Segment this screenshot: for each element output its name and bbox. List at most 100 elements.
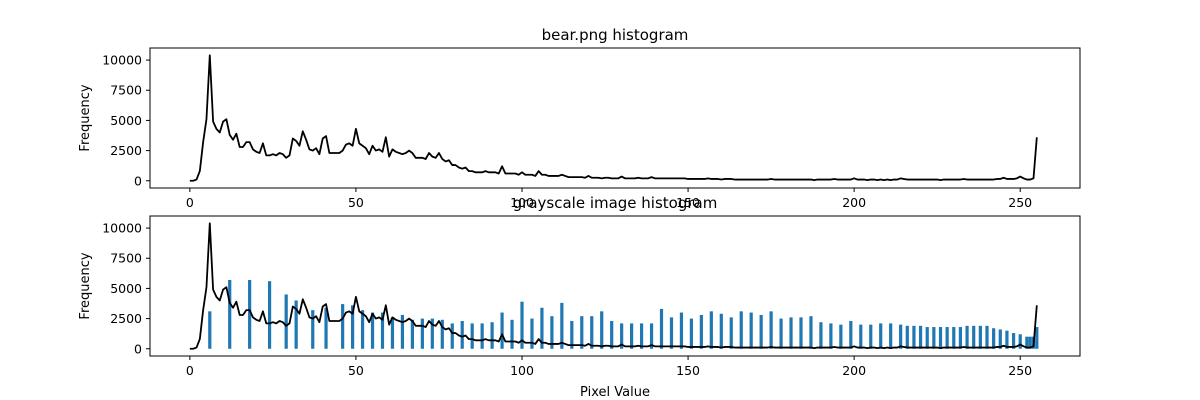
chart-1-bar-25 [510,319,514,349]
chart-1-bar-32 [580,316,584,349]
chart-1-bar-76 [978,325,982,349]
chart-1-xtick-label-4: 200 [842,363,866,378]
chart-0-ylabel: Frequency [78,84,93,151]
chart-1-bar-77 [985,325,989,349]
chart-1-bar-28 [540,307,544,349]
chart-1-bar-45 [709,311,713,349]
chart-1-ylabel: Frequency [78,252,93,319]
chart-1-bar-58 [839,324,843,349]
chart-1-bar-56 [819,322,823,349]
chart-1-bar-59 [849,321,853,349]
chart-1-bar-15 [410,319,414,349]
chart-1-bar-62 [879,323,883,349]
chart-1-bar-84 [1028,336,1032,349]
chart-1-bar-4 [284,294,288,349]
chart-1-bar-11 [370,312,375,349]
chart-1-bar-69 [932,327,936,349]
chart-1-bar-8 [341,304,345,349]
chart-1-bar-20 [460,321,464,349]
chart-1-ytick-label-1: 2500 [110,311,142,326]
chart-1-bar-46 [719,313,723,349]
chart-0-ytick-label-3: 7500 [110,83,142,98]
chart-1-bar-51 [769,311,773,349]
chart-1-bar-33 [590,316,594,349]
chart-0-xtick-label-3: 150 [676,195,700,210]
chart-0-title: bear.png histogram [542,26,689,44]
chart-0-xtick-label-4: 200 [842,195,866,210]
chart-1-bar-75 [972,325,976,349]
chart-1-bar-40 [659,308,664,349]
chart-1-bar-70 [938,327,943,349]
chart-0-xtick-label-2: 100 [510,195,534,210]
chart-1-bar-79 [998,329,1002,349]
chart-1-bar-26 [520,301,524,349]
chart-0-xtick-label-5: 250 [1008,195,1032,210]
chart-1-bar-55 [809,316,813,349]
chart-1-xlabel: Pixel Value [580,385,650,400]
chart-1-bar-30 [560,302,564,349]
chart-1-bar-13 [390,317,395,349]
chart-1-bar-86 [1035,327,1039,349]
chart-1-bar-68 [925,327,929,349]
chart-1-bar-9 [351,305,355,349]
chart-1-xtick-label-0: 0 [186,363,194,378]
chart-0-ytick-label-2: 5000 [110,113,142,128]
chart-0-ytick-label-1: 2500 [110,143,142,158]
chart-1-bar-21 [470,323,474,349]
chart-1-bar-12 [380,312,385,349]
chart-1-bar-42 [679,312,684,349]
chart-1-bar-0 [208,311,212,349]
chart-1-ytick-label-4: 10000 [102,221,142,236]
chart-0-series-line-0 [189,54,1038,182]
chart-1-bar-64 [899,324,903,349]
chart-1-bar-23 [490,322,494,349]
chart-1-ytick-label-3: 7500 [110,251,142,266]
chart-1-series-line-0 [189,222,1038,350]
chart-1-bar-80 [1005,330,1009,349]
chart-1-bar-49 [749,312,753,349]
chart-1-bar-29 [550,316,554,349]
chart-1-bar-27 [530,318,534,349]
chart-1-bar-22 [480,323,484,349]
chart-1-bar-2 [248,279,252,349]
chart-1-axes-frame [149,215,1081,357]
chart-0-axes-frame [149,47,1081,189]
chart-1-xtick-label-1: 50 [348,363,364,378]
chart-1-xtick-label-2: 100 [510,363,534,378]
chart-1-bar-52 [779,318,783,349]
chart-0-xtick-label-1: 50 [348,195,364,210]
chart-1-bar-24 [500,312,504,349]
chart-1-bar-5 [294,300,298,349]
chart-1-bar-31 [570,321,574,349]
chart-1-bar-78 [992,328,996,349]
chart-1-bar-37 [630,323,634,349]
chart-1-bar-74 [965,325,969,349]
chart-1-bar-43 [689,318,693,349]
chart-1-bar-71 [945,327,949,349]
chart-1-bar-61 [869,324,873,349]
chart-0-ytick-label-4: 10000 [102,53,142,68]
chart-1-bar-1 [228,279,232,349]
chart-1-bar-63 [889,323,893,349]
chart-1-bar-38 [639,323,644,349]
chart-1-bar-54 [799,317,803,349]
chart-1-bar-39 [649,323,654,349]
chart-1-bar-81 [1011,333,1016,349]
chart-1-bar-47 [729,317,733,349]
chart-1-xtick-label-3: 150 [676,363,700,378]
chart-1-bar-16 [420,318,424,349]
chart-1-bar-35 [610,321,614,349]
chart-1-bar-17 [430,318,434,349]
chart-1-bar-36 [620,323,624,349]
chart-1-bar-10 [360,310,365,349]
chart-1-bar-67 [918,325,923,349]
chart-1-title: grayscale image histogram [513,194,718,212]
chart-1-bar-83 [1025,336,1029,349]
chart-1-bar-3 [267,281,272,349]
chart-0-ytick-label-0: 0 [134,173,142,188]
chart-1-bar-14 [400,314,405,349]
chart-1-bar-7 [324,307,328,349]
chart-1-bar-19 [450,323,454,349]
chart-1-bar-48 [739,311,743,349]
